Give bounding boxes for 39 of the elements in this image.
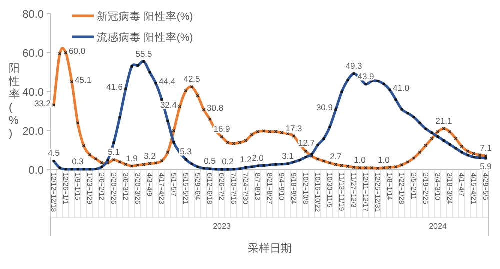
data-label: 1.0	[354, 155, 366, 166]
data-label: 30.9	[316, 102, 334, 113]
data-label: 1.0	[378, 155, 390, 166]
data-label: 17.3	[286, 123, 303, 134]
data-label: 2.0	[252, 153, 264, 164]
data-label: 0.2	[222, 156, 234, 167]
data-label: 4.5	[48, 148, 60, 158]
y-tick-label: 60.0	[22, 48, 44, 60]
annotation: 2023	[213, 222, 232, 231]
data-label: 0.3	[72, 156, 84, 166]
data-label: 0.5	[204, 156, 216, 166]
data-label: 49.3	[346, 60, 363, 71]
data-label: 55.5	[136, 48, 153, 59]
y-axis-title: 阳性率(%)	[8, 63, 20, 140]
data-label: 1.2	[240, 154, 252, 165]
y-tick-label: 0.0	[28, 165, 44, 177]
legend-label: 新冠病毒 阳性率(%)	[97, 10, 194, 23]
data-label: 30.8	[207, 102, 224, 113]
legend-label: 流感病毒 阳性率(%)	[97, 31, 194, 44]
data-label: 45.1	[75, 75, 92, 86]
annotation: 2024	[429, 222, 448, 231]
data-label: 7.1	[480, 143, 492, 154]
data-label: 1.9	[126, 153, 138, 164]
data-label: 5.9	[480, 161, 492, 172]
data-label: 42.5	[184, 74, 201, 84]
y-tick-label: 20.0	[22, 126, 44, 138]
y-tick-label: 40.0	[22, 87, 44, 99]
data-label: 21.1	[436, 116, 453, 126]
data-label: 41.0	[393, 83, 410, 94]
data-label: 41.6	[106, 82, 124, 92]
data-label: 44.4	[159, 76, 176, 86]
data-label: 2.7	[330, 152, 342, 162]
data-label: 33.2	[34, 98, 52, 108]
data-label: 3.1	[282, 150, 294, 161]
data-label: 3.2	[144, 150, 156, 161]
data-label: 60.0	[69, 46, 86, 56]
data-label: 5.3	[180, 146, 192, 157]
y-tick-label: 80.0	[22, 9, 44, 21]
x-axis-title: 采样日期	[248, 242, 292, 255]
